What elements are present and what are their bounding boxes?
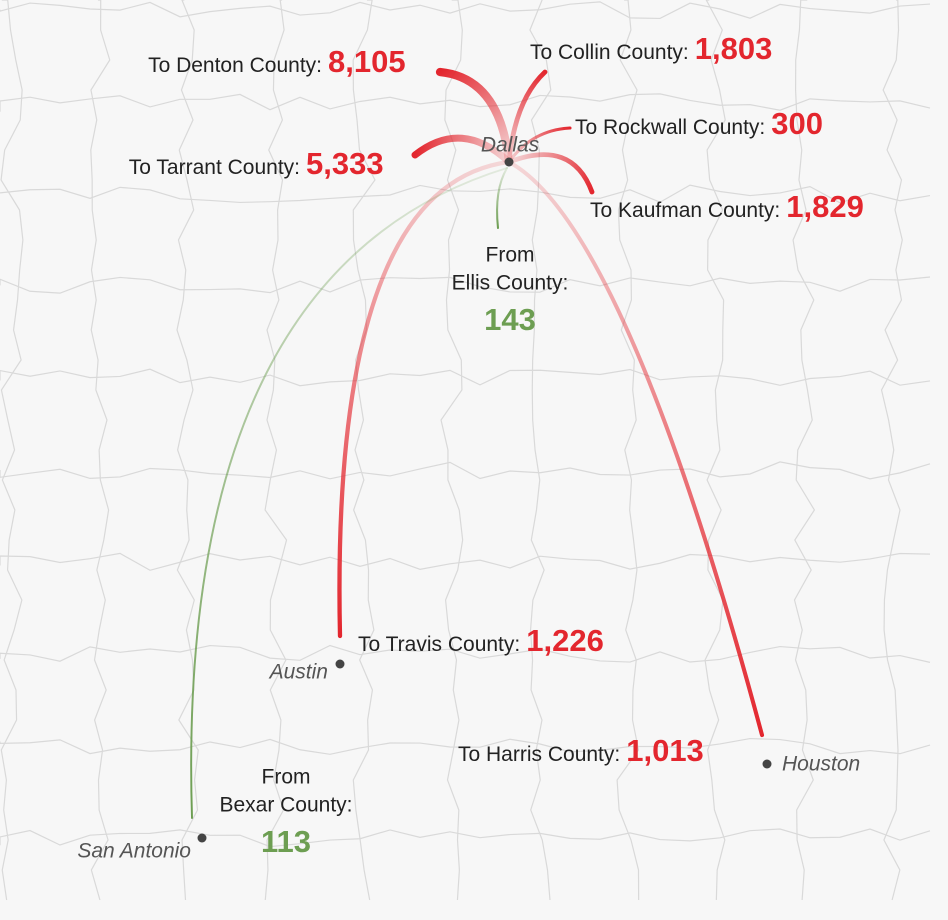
county-border (440, 0, 464, 901)
flow-value: 1,013 (626, 733, 704, 768)
county-border (0, 93, 931, 112)
flow-arc (337, 159, 512, 639)
county-border (176, 0, 199, 901)
city-dot (504, 157, 514, 167)
county-border (704, 0, 726, 901)
flow-county: To Harris County: (458, 743, 620, 766)
county-border (0, 276, 931, 294)
flow-label: Bexar County: (219, 794, 352, 817)
flow-arc (496, 166, 509, 230)
flow-value: 300 (771, 106, 823, 141)
city-name: Houston (782, 753, 860, 776)
flow-label: To Rockwall County: 300 (575, 106, 823, 141)
flow-label: To Tarrant County: 5,333 (129, 146, 384, 181)
county-borders (0, 0, 931, 901)
flow-label: To Travis County: 1,226 (358, 623, 604, 658)
flow-county: To Denton County: (148, 54, 322, 77)
city-dot (197, 833, 207, 843)
flow-label: To Denton County: 8,105 (148, 44, 406, 79)
city-dot (335, 659, 345, 669)
flow-value: 1,803 (695, 31, 773, 66)
flow-arc (506, 159, 765, 738)
county-border (352, 0, 376, 901)
flow-county: To Kaufman County: (590, 199, 780, 222)
county-border (616, 0, 640, 901)
county-border (0, 737, 931, 755)
flow-arc (506, 69, 548, 165)
county-border (0, 0, 24, 901)
flow-label: From (262, 766, 311, 789)
city-dot (762, 759, 772, 769)
flow-arc (190, 167, 508, 819)
flow-value: 5,333 (306, 146, 384, 181)
county-border (264, 0, 288, 901)
flow-county: To Rockwall County: (575, 116, 765, 139)
county-border (792, 0, 816, 901)
flow-label: To Kaufman County: 1,829 (590, 189, 864, 224)
flow-value: 1,829 (786, 189, 864, 224)
county-border (880, 0, 903, 901)
flow-value: 1,226 (526, 623, 604, 658)
city-name: Austin (268, 661, 328, 684)
county-border (0, 552, 931, 571)
city-name: San Antonio (77, 840, 191, 863)
flow-label: From (486, 244, 535, 267)
flow-arc (507, 126, 572, 164)
flow-value: 8,105 (328, 44, 406, 79)
flow-label: To Collin County: 1,803 (530, 31, 772, 66)
county-border (0, 644, 931, 663)
county-border (0, 461, 931, 480)
county-border (0, 828, 931, 848)
flow-county: To Travis County: (358, 633, 520, 656)
county-border (90, 0, 111, 901)
city-name: Dallas (481, 134, 540, 157)
flow-label: To Harris County: 1,013 (458, 733, 704, 768)
flow-value: 113 (261, 824, 311, 859)
county-border (0, 1, 931, 20)
county-border (529, 0, 552, 901)
flow-county: To Collin County: (530, 41, 689, 64)
flow-arc (506, 152, 595, 195)
flow-county: To Tarrant County: (129, 156, 300, 179)
flow-arc (411, 134, 513, 166)
flow-label: Ellis County: (452, 272, 569, 295)
county-border (0, 368, 931, 387)
flow-arc (435, 67, 514, 167)
flow-value: 143 (484, 302, 536, 337)
